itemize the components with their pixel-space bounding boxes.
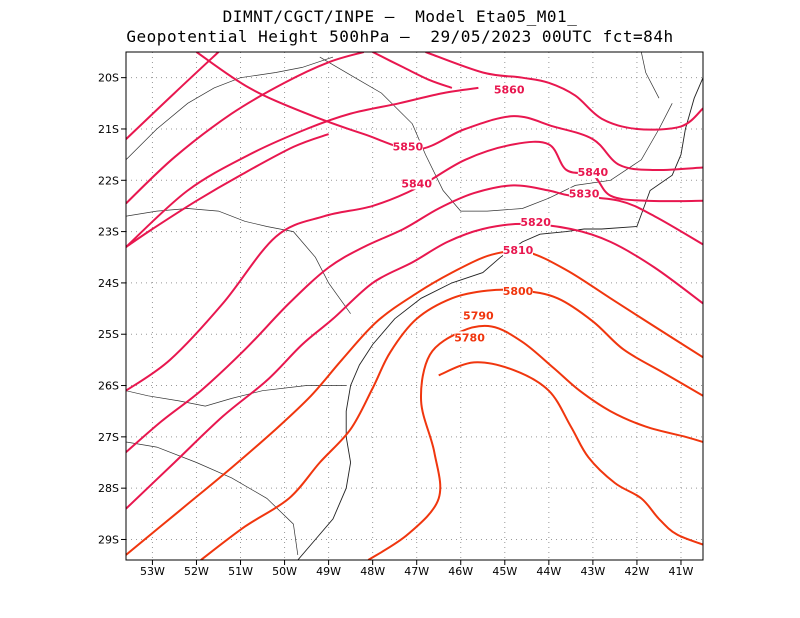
lon-tick-label: 42W (624, 565, 649, 578)
map-frame (125, 51, 704, 561)
title-line-1: DIMNT/CGCT/INPE – Model Eta05_M01_ (222, 7, 578, 26)
lat-tick-label: 28S (98, 482, 119, 495)
contour-label-bg (503, 285, 534, 298)
lat-tick-label: 25S (98, 328, 119, 341)
state-border (126, 385, 347, 407)
lat-tick-label: 21S (98, 123, 119, 136)
contour-5840 (126, 52, 220, 140)
contour-label-5850: 5850 (393, 140, 424, 153)
lat-tick-label: 29S (98, 533, 119, 546)
lat-tick-label: 20S (98, 72, 119, 85)
lat-tick-label: 27S (98, 431, 119, 444)
lat-tick-label: 24S (98, 277, 119, 290)
state-border (126, 56, 334, 161)
contour-5780 (438, 361, 703, 546)
contour-label-5860: 5860 (494, 84, 525, 97)
lon-tick-label: 52W (184, 565, 209, 578)
contour-5860 (425, 52, 703, 131)
contour-5840 (126, 133, 329, 248)
state-border (126, 208, 351, 314)
contour-label-5820: 5820 (520, 216, 551, 229)
contour-5840 (126, 86, 479, 248)
lon-tick-label: 45W (492, 565, 517, 578)
contour-labels: 5860 5850 5840 5840 5830 5820 5810 5800 5790 5780 (392, 83, 609, 344)
lat-tick-label: 22S (98, 174, 119, 187)
contour-label-bg (569, 187, 600, 200)
contour-label-bg (401, 177, 432, 190)
lon-tick-label: 51W (228, 565, 253, 578)
lon-tick-label: 50W (272, 565, 297, 578)
contour-5790 (200, 288, 703, 560)
contour-5840 (126, 52, 365, 205)
contour-5780 (367, 324, 703, 560)
lon-tick-label: 41W (669, 565, 694, 578)
title-line-2: Geopotential Height 500hPa – 29/05/2023 … (126, 27, 674, 46)
contour-label-5790: 5790 (463, 309, 494, 322)
contour-5820 (126, 184, 703, 453)
axis-ticks: 53W 52W 51W 50W 49W 48W 47W 46W 45W 44W 43W 42W 41W 2… (98, 72, 694, 578)
contour-label-bg (392, 140, 423, 153)
lon-tick-label: 49W (316, 565, 341, 578)
state-border (319, 56, 673, 212)
lon-tick-label: 53W (140, 565, 165, 578)
contour-label-5830: 5830 (569, 188, 600, 201)
contour-label-bg (503, 244, 534, 257)
contour-label-5800: 5800 (503, 285, 534, 298)
contour-label-bg (520, 215, 551, 228)
lat-tick-label: 26S (98, 380, 119, 393)
lon-tick-label: 43W (580, 565, 605, 578)
contour-5810 (126, 222, 703, 510)
contour-label-5780: 5780 (454, 331, 485, 344)
contour-label-5840: 5840 (401, 177, 432, 190)
lon-tick-label: 48W (360, 565, 385, 578)
contour-5850 (372, 52, 453, 89)
lat-tick-label: 23S (98, 226, 119, 239)
lon-tick-label: 44W (536, 565, 561, 578)
contour-label-5840: 5840 (578, 166, 609, 179)
state-border (640, 52, 660, 99)
coastline (297, 77, 703, 560)
contour-5830 (126, 140, 703, 392)
lon-tick-label: 47W (404, 565, 429, 578)
lon-tick-label: 46W (448, 565, 473, 578)
state-border (126, 441, 299, 555)
contour-label-bg (494, 83, 525, 96)
coastline-borders (126, 52, 703, 560)
contour-label-5810: 5810 (503, 244, 534, 257)
contour-label-bg (577, 166, 608, 179)
contour-5800 (126, 249, 703, 556)
contour-label-bg (463, 309, 494, 322)
contour-5850 (195, 52, 703, 172)
contour-label-bg (454, 331, 485, 344)
